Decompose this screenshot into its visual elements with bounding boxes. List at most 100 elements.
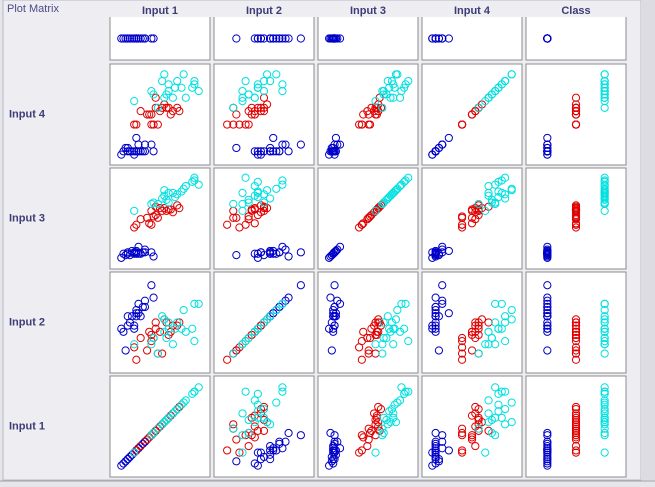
data-point (229, 349, 238, 358)
data-point (471, 333, 480, 343)
data-point (600, 80, 609, 89)
data-point (491, 383, 500, 392)
data-point (543, 281, 552, 290)
data-point (259, 86, 269, 96)
data-point (250, 181, 259, 191)
data-point (250, 34, 259, 43)
data-point (444, 133, 453, 143)
data-point (431, 448, 440, 457)
data-point (491, 180, 500, 189)
data-point (266, 455, 275, 464)
scrollbar[interactable] (641, 0, 655, 480)
data-point (543, 305, 552, 315)
data-point (543, 437, 552, 446)
data-point (457, 343, 467, 352)
data-point (190, 299, 199, 308)
data-point (266, 312, 275, 321)
data-point (431, 302, 440, 312)
data-point (543, 321, 552, 330)
data-point (151, 318, 160, 327)
data-point (136, 215, 145, 224)
data-point (571, 318, 581, 327)
data-point (179, 70, 188, 79)
data-point (481, 206, 490, 216)
data-point (376, 405, 386, 414)
data-point (428, 324, 437, 333)
data-point (138, 147, 147, 156)
data-point (158, 103, 167, 112)
data-point (238, 97, 247, 106)
column-header: Input 2 (246, 5, 282, 17)
data-point (123, 249, 132, 258)
data-point (235, 448, 244, 457)
data-point (143, 110, 152, 119)
data-point (241, 220, 250, 229)
scatter-panel (317, 375, 419, 478)
data-point (278, 299, 287, 308)
data-point (253, 461, 262, 470)
data-point (179, 184, 188, 193)
data-point (543, 299, 552, 308)
data-point (244, 120, 253, 129)
data-point (543, 147, 552, 156)
data-point (484, 327, 493, 336)
data-point (143, 346, 152, 355)
data-point (543, 248, 552, 257)
data-point (355, 448, 364, 457)
data-point (140, 248, 150, 257)
data-point (168, 93, 177, 102)
data-point (385, 407, 394, 416)
data-point (543, 318, 552, 327)
data-point (278, 140, 287, 149)
data-point (543, 459, 552, 468)
data-point (153, 424, 162, 433)
data-point (467, 219, 477, 228)
data-point (600, 83, 609, 92)
data-point (487, 333, 496, 343)
data-point (571, 327, 581, 336)
data-point (190, 76, 199, 86)
data-point (147, 281, 156, 290)
data-point (497, 413, 506, 422)
data-point (484, 396, 493, 405)
data-point (130, 97, 139, 106)
data-point (272, 398, 281, 407)
data-point (173, 201, 182, 210)
data-point (272, 147, 281, 156)
data-point (250, 433, 259, 442)
data-point (259, 426, 269, 435)
data-point (327, 250, 336, 260)
scatter-panel (317, 271, 419, 374)
data-point (571, 431, 581, 440)
data-point (238, 86, 247, 96)
data-point (250, 107, 259, 116)
data-point (327, 34, 336, 43)
data-point (130, 223, 139, 232)
data-point (600, 70, 609, 79)
data-point (136, 333, 145, 343)
panel-frame (213, 167, 315, 270)
data-point (500, 194, 510, 203)
data-point (467, 327, 477, 336)
data-point (444, 446, 453, 455)
data-point (600, 431, 609, 440)
data-point (147, 220, 156, 229)
data-point (278, 180, 287, 189)
data-point (474, 349, 483, 358)
data-point (123, 455, 132, 464)
data-point (378, 349, 387, 358)
data-point (571, 315, 581, 324)
data-point (571, 324, 581, 333)
data-point (571, 202, 581, 211)
data-point (160, 191, 169, 200)
data-point (401, 176, 410, 185)
data-point (132, 355, 141, 364)
data-point (378, 86, 387, 96)
data-point (155, 327, 165, 336)
data-point (371, 448, 380, 457)
data-point (162, 90, 171, 99)
data-point (121, 143, 130, 153)
data-point (543, 309, 552, 318)
data-point (543, 439, 552, 448)
data-point (229, 420, 238, 429)
